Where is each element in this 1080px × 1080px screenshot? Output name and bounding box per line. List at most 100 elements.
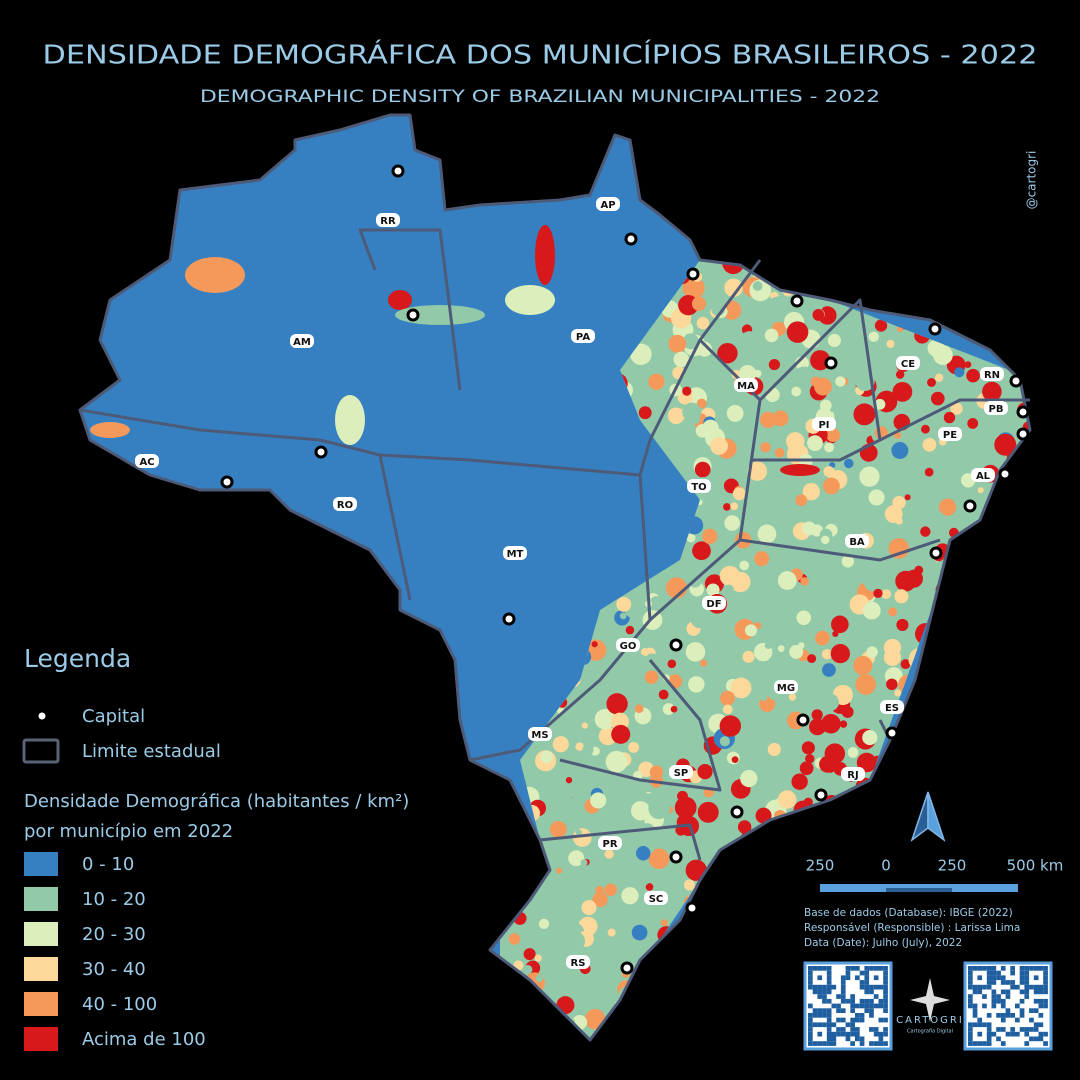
- municipality-patch: [859, 466, 880, 487]
- municipality-patch: [556, 996, 575, 1015]
- municipality-patch: [829, 823, 839, 832]
- qr-cell: [808, 984, 813, 990]
- qr-cell: [986, 980, 992, 985]
- municipality-patch: [726, 404, 744, 422]
- state-label: MS: [531, 730, 548, 741]
- municipality-patch: [780, 464, 820, 476]
- municipality-patch: [945, 703, 967, 725]
- municipality-patch: [591, 641, 598, 648]
- municipality-patch: [730, 945, 737, 953]
- qr-cell: [808, 1036, 813, 1042]
- municipality-patch: [790, 267, 807, 284]
- qr-cell: [1019, 1008, 1025, 1013]
- municipality-patch: [766, 499, 780, 512]
- qr-cell: [986, 1031, 992, 1037]
- scale-bar-fill: [886, 888, 952, 892]
- legend-swatch: [24, 957, 58, 981]
- north-arrow: [910, 791, 946, 843]
- qr-cell: [883, 984, 888, 990]
- qr-cell: [817, 994, 823, 999]
- municipality-patch: [983, 566, 997, 580]
- municipality-patch: [691, 296, 707, 311]
- qr-cell: [1010, 970, 1015, 976]
- qr-cell: [817, 1031, 823, 1037]
- qr-cell: [808, 980, 813, 985]
- municipality-patch: [771, 869, 787, 885]
- qr-cell: [878, 1036, 884, 1042]
- qr-cell: [1000, 1013, 1006, 1018]
- state-label-box: [971, 468, 995, 482]
- municipality-patch: [592, 891, 608, 908]
- municipality-patch: [824, 442, 835, 453]
- qr-cell: [883, 1003, 888, 1009]
- municipality-patch: [740, 769, 758, 788]
- municipality-patch: [801, 741, 815, 755]
- qr-cell: [883, 994, 888, 999]
- municipality-patch: [696, 906, 710, 920]
- municipality-patch: [783, 867, 790, 875]
- municipality-patch: [765, 836, 781, 852]
- qr-cell: [986, 1013, 992, 1018]
- municipality-patch: [720, 656, 735, 671]
- qr-cell: [822, 994, 827, 999]
- municipality-patch: [954, 631, 962, 638]
- municipality-patch: [781, 861, 802, 881]
- municipality-patch: [801, 260, 814, 264]
- municipality-patch: [894, 689, 902, 697]
- municipality-patch: [708, 361, 731, 384]
- qr-cell: [826, 989, 832, 995]
- qr-cell: [817, 1008, 823, 1013]
- municipality-patch: [823, 260, 840, 268]
- municipality-patch: [685, 1019, 696, 1030]
- capital: [314, 445, 328, 459]
- qr-cell: [859, 980, 865, 985]
- qr-cell: [1015, 984, 1020, 990]
- municipality-patch: [667, 407, 685, 425]
- municipality-patch: [1032, 743, 1040, 751]
- municipality-patch: [902, 855, 923, 876]
- municipality-patch: [948, 757, 966, 775]
- qr-cell: [1043, 1003, 1048, 1009]
- municipality-patch: [895, 517, 903, 525]
- state-borders: [78, 113, 1032, 1042]
- state-label-box: [644, 891, 668, 905]
- municipality-patch: [932, 345, 953, 365]
- state-border: [879, 398, 1030, 442]
- municipality-patch: [388, 290, 412, 310]
- state-border: [539, 823, 702, 861]
- municipality-patch: [922, 437, 937, 452]
- municipality-patch: [947, 774, 961, 788]
- qr-cell: [836, 1031, 841, 1037]
- municipality-patch: [922, 771, 932, 781]
- municipality-patch: [730, 858, 747, 875]
- scale-label: 500 km: [1007, 857, 1064, 875]
- qr-cell: [883, 1031, 888, 1037]
- municipality-patch: [774, 938, 784, 948]
- municipality-patch: [810, 376, 822, 387]
- qr-cell: [991, 970, 997, 976]
- municipality-patch: [1003, 341, 1010, 348]
- municipality-patch: [796, 842, 805, 851]
- qr-cell: [968, 975, 973, 981]
- qr-cell: [977, 1022, 983, 1028]
- scale-label: 250: [806, 857, 835, 875]
- qr-cell: [826, 980, 832, 985]
- qr-cell: [826, 1036, 832, 1042]
- municipality-patch: [611, 724, 631, 744]
- municipality-patch: [724, 278, 743, 298]
- qr-cell: [878, 998, 884, 1004]
- qr-cell: [991, 966, 997, 971]
- municipality-patch: [735, 1021, 745, 1032]
- legend-label: 30 - 40: [82, 959, 146, 980]
- municipality-patch: [783, 925, 792, 934]
- capital: [502, 612, 516, 626]
- legend-swatch: [24, 887, 58, 911]
- municipality-patch: [789, 644, 804, 659]
- municipality-patch: [851, 277, 860, 286]
- municipality-patch: [822, 663, 836, 677]
- qr-cell: [878, 984, 884, 990]
- municipality-patch: [930, 391, 945, 406]
- municipality-patch: [795, 494, 808, 507]
- qr-cell: [977, 1031, 983, 1037]
- municipality-patch: [636, 846, 651, 861]
